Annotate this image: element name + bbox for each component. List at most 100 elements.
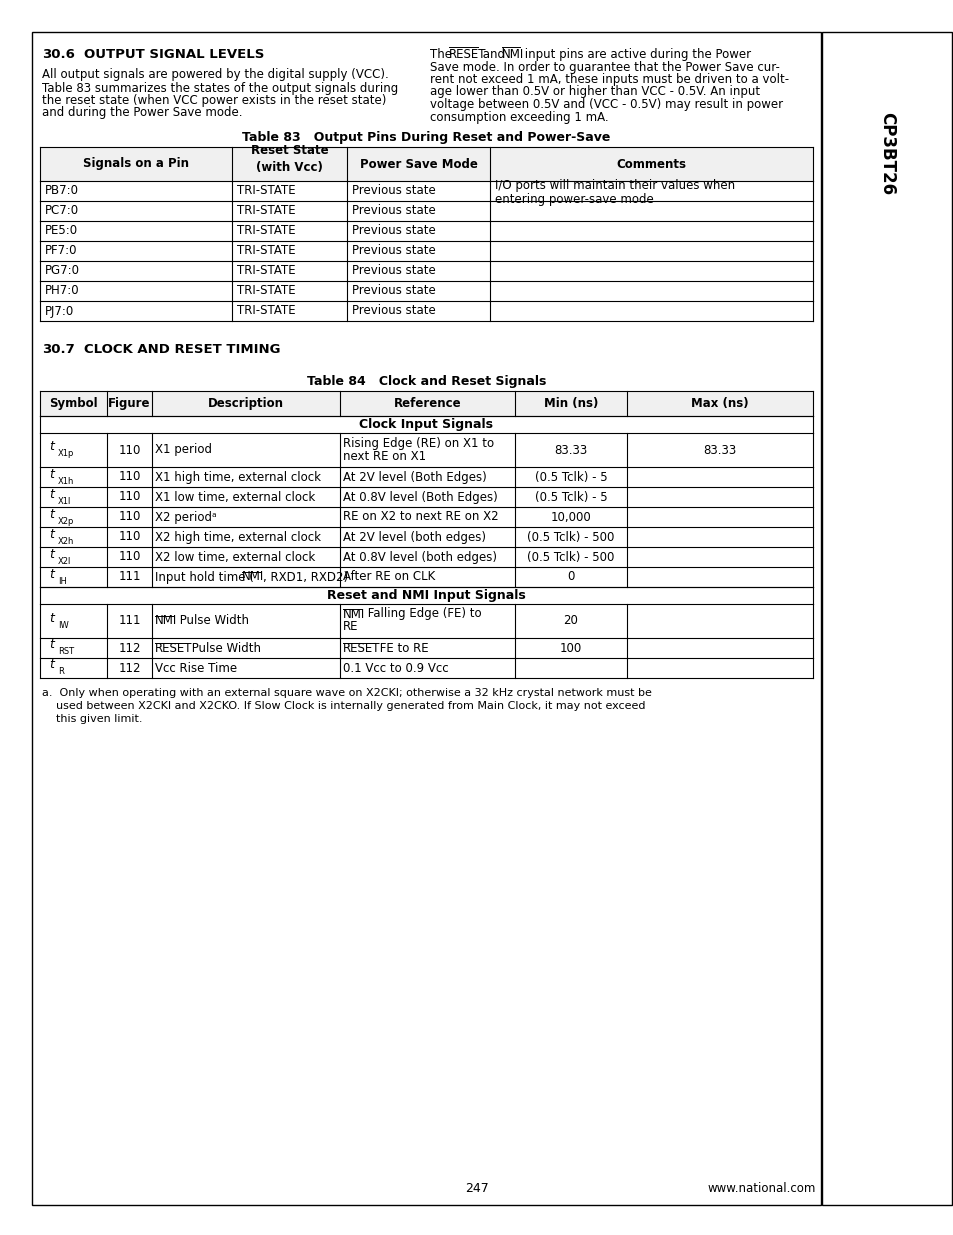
Text: 30.7: 30.7 [42,343,74,356]
Text: t: t [50,488,54,500]
Text: PG7:0: PG7:0 [45,264,80,278]
Text: 0.1 Vcc to 0.9 Vcc: 0.1 Vcc to 0.9 Vcc [343,662,448,674]
Text: X2l: X2l [58,557,71,566]
Text: Clock Input Signals: Clock Input Signals [359,417,493,431]
Text: and during the Power Save mode.: and during the Power Save mode. [42,106,242,119]
Text: Signals on a Pin: Signals on a Pin [83,158,189,170]
Text: All output signals are powered by the digital supply (VCC).: All output signals are powered by the di… [42,68,388,82]
Text: I/O ports will maintain their values when: I/O ports will maintain their values whe… [495,179,735,193]
Text: (0.5 Tclk) - 500: (0.5 Tclk) - 500 [527,551,614,563]
Text: X1h: X1h [58,477,74,485]
Bar [40,391,812,416]
Text: , RXD1, RXD2): , RXD1, RXD2) [262,571,348,583]
Text: 247: 247 [465,1182,488,1195]
Text: Min (ns): Min (ns) [543,396,598,410]
Bar [40,147,812,182]
Text: a.  Only when operating with an external square wave on X2CKI; otherwise a 32 kH: a. Only when operating with an external … [42,688,651,698]
Text: t: t [50,611,54,625]
Text: FE to RE: FE to RE [375,641,428,655]
Text: 111: 111 [118,615,141,627]
Text: rent not exceed 1 mA, these inputs must be driven to a volt-: rent not exceed 1 mA, these inputs must … [430,73,788,86]
Text: PE5:0: PE5:0 [45,225,78,237]
Text: TRI-STATE: TRI-STATE [236,305,295,317]
Text: age lower than 0.5V or higher than VCC - 0.5V. An input: age lower than 0.5V or higher than VCC -… [430,85,760,99]
Text: IH: IH [58,577,67,585]
Text: 110: 110 [118,551,140,563]
Text: t: t [50,658,54,672]
Text: RST: RST [58,647,74,657]
Text: input pins are active during the Power: input pins are active during the Power [520,48,750,61]
Text: Reset and NMI Input Signals: Reset and NMI Input Signals [327,589,525,601]
Text: Vcc Rise Time: Vcc Rise Time [154,662,237,674]
Text: X2p: X2p [58,516,74,526]
Text: Symbol: Symbol [50,396,98,410]
Text: Previous state: Previous state [352,205,436,217]
Text: t: t [50,468,54,480]
Text: IW: IW [58,620,69,630]
Text: CLOCK AND RESET TIMING: CLOCK AND RESET TIMING [84,343,280,356]
Text: www.national.com: www.national.com [707,1182,815,1195]
Text: CP3BT26: CP3BT26 [877,112,895,195]
Text: At 2V level (Both Edges): At 2V level (Both Edges) [343,471,486,483]
Text: Table 83 summarizes the states of the output signals during: Table 83 summarizes the states of the ou… [42,82,397,95]
Text: PH7:0: PH7:0 [45,284,79,298]
Text: 110: 110 [118,443,140,457]
Text: t: t [50,568,54,580]
Text: Previous state: Previous state [352,305,436,317]
Text: Pulse Width: Pulse Width [175,615,249,627]
Text: TRI-STATE: TRI-STATE [236,205,295,217]
Text: 110: 110 [118,510,140,524]
Text: PJ7:0: PJ7:0 [45,305,74,317]
Text: Comments: Comments [616,158,686,170]
Text: 20: 20 [563,615,578,627]
Text: and: and [478,48,508,61]
Text: TRI-STATE: TRI-STATE [236,184,295,198]
Text: (0.5 Tclk) - 5: (0.5 Tclk) - 5 [534,471,607,483]
Text: Previous state: Previous state [352,284,436,298]
Text: Previous state: Previous state [352,264,436,278]
Text: RESET: RESET [343,641,380,655]
Text: 83.33: 83.33 [702,443,736,457]
Text: NMI: NMI [343,608,365,620]
Text: (0.5 Tclk) - 5: (0.5 Tclk) - 5 [534,490,607,504]
Text: X1p: X1p [58,450,74,458]
Bar [821,32,951,1205]
Text: Previous state: Previous state [352,245,436,258]
Text: X2 low time, external clock: X2 low time, external clock [154,551,314,563]
Text: 0: 0 [567,571,574,583]
Text: R: R [58,667,64,677]
Text: NMI: NMI [154,615,177,627]
Text: NMI: NMI [501,48,524,61]
Text: Rising Edge (RE) on X1 to: Rising Edge (RE) on X1 to [343,436,494,450]
Bar [32,32,821,1205]
Text: Description: Description [208,396,284,410]
Text: the reset state (when VCC power exists in the reset state): the reset state (when VCC power exists i… [42,94,386,107]
Text: X2 periodᵃ: X2 periodᵃ [154,510,216,524]
Text: Previous state: Previous state [352,184,436,198]
Text: At 2V level (both edges): At 2V level (both edges) [343,531,485,543]
Text: Table 83   Output Pins During Reset and Power-Save: Table 83 Output Pins During Reset and Po… [242,131,610,144]
Text: 83.33: 83.33 [554,443,587,457]
Text: Reset State
(with Vcc): Reset State (with Vcc) [251,144,328,173]
Text: used between X2CKI and X2CKO. If Slow Clock is internally generated from Main Cl: used between X2CKI and X2CKO. If Slow Cl… [42,701,645,711]
Text: X1 high time, external clock: X1 high time, external clock [154,471,320,483]
Text: PF7:0: PF7:0 [45,245,77,258]
Text: At 0.8V level (Both Edges): At 0.8V level (Both Edges) [343,490,497,504]
Text: RE: RE [343,620,358,634]
Text: 112: 112 [118,641,141,655]
Text: RESET: RESET [154,641,193,655]
Text: Previous state: Previous state [352,225,436,237]
Text: NMI: NMI [241,571,264,583]
Text: TRI-STATE: TRI-STATE [236,225,295,237]
Text: t: t [50,527,54,541]
Text: PB7:0: PB7:0 [45,184,79,198]
Text: TRI-STATE: TRI-STATE [236,284,295,298]
Text: t: t [50,547,54,561]
Text: X1 period: X1 period [154,443,212,457]
Text: Pulse Width: Pulse Width [188,641,261,655]
Text: Reference: Reference [394,396,461,410]
Text: The: The [430,48,456,61]
Text: 110: 110 [118,531,140,543]
Text: TRI-STATE: TRI-STATE [236,245,295,258]
Text: 111: 111 [118,571,141,583]
